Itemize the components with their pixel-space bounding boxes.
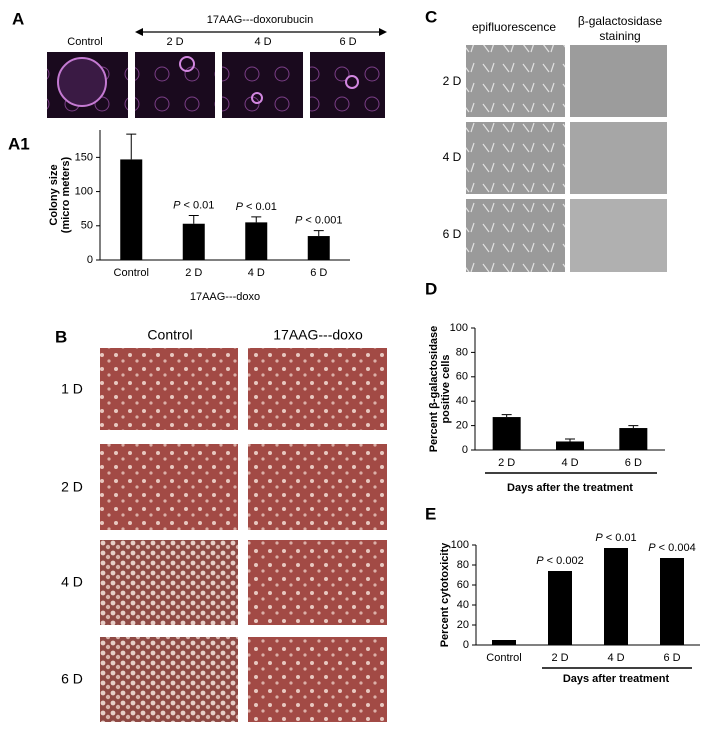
error-bar — [251, 216, 262, 223]
p-value-label: P < 0.01 — [236, 201, 277, 213]
y-tick-label: 60 — [457, 579, 469, 591]
y-tick-label: 60 — [456, 371, 468, 383]
x-tick-label: 4 D — [607, 652, 624, 664]
panel-a-arrow — [135, 28, 387, 36]
p-value-label: P < 0.002 — [536, 555, 583, 567]
y-tick-label: 0 — [463, 639, 469, 651]
error-bar — [628, 425, 639, 429]
p-value-label: P < 0.01 — [173, 199, 214, 211]
x-tick-label: 6 D — [663, 652, 680, 664]
image-label: Control — [67, 36, 102, 48]
y-axis-label: Colony size — [48, 164, 60, 225]
panel-header: 17AAG---doxorubucin — [207, 14, 313, 26]
y-tick-label: 80 — [456, 346, 468, 358]
bar — [492, 640, 516, 645]
x-tick-label: 4 D — [248, 267, 265, 279]
error-bar — [501, 414, 512, 418]
x-axis-label: Days after treatment — [563, 673, 670, 685]
bar — [604, 548, 628, 645]
column-label: staining — [599, 29, 640, 43]
y-tick-label: 0 — [462, 444, 468, 456]
column-label: 17AAG---doxo — [273, 327, 363, 343]
y-tick-label: 40 — [456, 395, 468, 407]
row-label: 2 D — [443, 74, 462, 88]
bar — [492, 417, 521, 450]
p-value-label: P < 0.001 — [295, 214, 342, 226]
image-label: 6 D — [339, 36, 356, 48]
x-tick-label: 2 D — [551, 652, 568, 664]
bar — [182, 223, 205, 260]
row-label: 2 D — [61, 479, 83, 495]
row-label: 4 D — [61, 574, 83, 590]
column-label: β-galactosidase — [578, 14, 663, 28]
y-tick-label: 100 — [451, 539, 469, 551]
panel-label: B — [55, 327, 67, 346]
error-bar — [188, 215, 199, 224]
bar — [120, 159, 143, 260]
bar — [307, 236, 330, 260]
panel-label: D — [425, 279, 437, 298]
panel-label: C — [425, 7, 437, 26]
y-tick-label: 40 — [457, 599, 469, 611]
y-axis-label: positive cells — [440, 354, 452, 423]
y-axis-label: Percent β-galactosidase — [428, 326, 440, 453]
error-bar — [565, 438, 575, 442]
y-tick-label: 80 — [457, 559, 469, 571]
x-axis-label: Days after the treatment — [507, 482, 633, 494]
p-value-label: P < 0.01 — [595, 532, 636, 544]
x-tick-label: 6 D — [310, 267, 327, 279]
bar — [556, 441, 584, 450]
x-tick-label: 6 D — [625, 457, 642, 469]
y-tick-label: 20 — [457, 619, 469, 631]
y-tick-label: 150 — [75, 151, 93, 163]
y-tick-label: 100 — [75, 185, 93, 197]
y-axis-label: Percent cytotoxicity — [439, 542, 451, 647]
x-tick-label: 2 D — [498, 457, 515, 469]
error-bar — [126, 133, 137, 160]
panel-label: A — [12, 9, 24, 28]
x-tick-label: Control — [114, 267, 149, 279]
image-label: 2 D — [166, 36, 183, 48]
x-axis-label: 17AAG---doxo — [190, 291, 260, 303]
y-tick-label: 20 — [456, 420, 468, 432]
y-tick-label: 100 — [450, 322, 468, 334]
column-label: epifluorescence — [472, 20, 556, 34]
x-tick-label: 4 D — [561, 457, 578, 469]
panel-label: E — [425, 504, 436, 523]
panel-b-images — [100, 348, 387, 722]
bar — [619, 428, 648, 450]
bar — [245, 222, 268, 260]
bar — [660, 558, 684, 645]
column-label: Control — [147, 327, 192, 343]
row-label: 4 D — [443, 150, 462, 164]
panel-label: A1 — [8, 134, 30, 153]
x-tick-label: 2 D — [185, 267, 202, 279]
y-axis-label: (micro meters) — [60, 156, 72, 233]
y-tick-label: 0 — [87, 254, 93, 266]
row-label: 6 D — [443, 227, 462, 241]
p-value-label: P < 0.004 — [648, 542, 695, 554]
panel-a-images — [47, 52, 385, 118]
x-tick-label: Control — [486, 652, 521, 664]
row-label: 6 D — [61, 671, 83, 687]
error-bar — [313, 230, 324, 237]
panel-c-images — [466, 45, 667, 272]
y-tick-label: 50 — [81, 220, 93, 232]
image-label: 4 D — [254, 36, 271, 48]
bar — [548, 571, 572, 645]
row-label: 1 D — [61, 381, 83, 397]
